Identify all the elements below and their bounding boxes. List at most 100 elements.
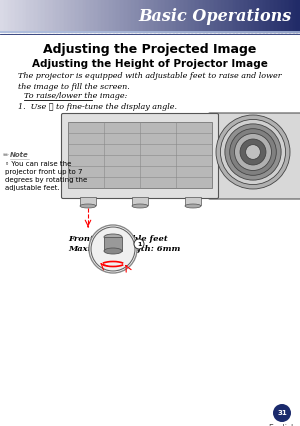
Bar [120,0,125,32]
Bar [289,0,293,32]
Text: 31: 31 [277,410,287,416]
Bar [281,0,286,32]
Bar [68,0,72,32]
Bar [285,0,290,32]
Bar [165,0,170,32]
Bar [101,0,106,32]
Bar [270,0,275,32]
Bar [79,0,83,32]
Text: 1: 1 [137,242,141,247]
Bar [11,0,16,32]
Bar [60,0,65,32]
Bar [98,0,102,32]
Bar [41,0,46,32]
Circle shape [225,124,281,180]
Bar [0,0,5,32]
Bar [248,0,252,32]
Bar [90,0,95,32]
Bar [158,0,162,32]
Bar [232,0,237,32]
Bar [94,0,98,32]
Bar [86,0,91,32]
Bar [236,0,241,32]
Bar [146,0,151,32]
Bar [206,0,211,32]
Circle shape [91,227,135,271]
Bar [229,0,233,32]
Circle shape [230,129,276,176]
Text: ✏: ✏ [3,152,9,158]
Bar [172,0,177,32]
Ellipse shape [185,204,201,208]
Bar [259,0,263,32]
Bar [19,0,23,32]
FancyBboxPatch shape [208,113,300,199]
Circle shape [134,239,144,249]
Bar [71,0,76,32]
Bar [169,0,173,32]
Ellipse shape [104,248,122,254]
Bar [266,0,271,32]
Bar [116,0,121,32]
Bar [52,0,57,32]
Bar [191,0,196,32]
Bar [225,0,230,32]
Bar [22,0,27,32]
Bar [180,0,185,32]
Bar [34,0,38,32]
Bar [195,0,200,32]
Bar [45,0,50,32]
Bar [218,0,222,32]
Circle shape [89,225,137,273]
Text: The projector is equipped with adjustable feet to raise and lower
the image to f: The projector is equipped with adjustabl… [18,72,282,91]
Bar [139,0,143,32]
Bar [109,0,113,32]
Bar [124,0,128,32]
Text: English: English [268,424,296,426]
Bar [199,0,203,32]
Bar [105,0,110,32]
Bar [274,0,278,32]
Bar [131,0,136,32]
Text: Adjusting the Projected Image: Adjusting the Projected Image [43,43,257,56]
Bar [278,0,282,32]
Bar [38,0,42,32]
Ellipse shape [132,204,148,208]
Ellipse shape [80,204,96,208]
Bar [244,0,248,32]
Circle shape [220,119,286,184]
Bar [292,0,297,32]
Bar [8,0,12,32]
Bar [4,0,8,32]
Circle shape [273,404,291,422]
Bar [128,0,132,32]
Bar [176,0,181,32]
Circle shape [216,115,290,189]
Bar [221,0,226,32]
Bar [56,0,61,32]
Bar [82,0,87,32]
Bar [255,0,260,32]
Text: 1.  Use ① to fine-tune the display angle.: 1. Use ① to fine-tune the display angle. [18,103,177,111]
Bar [185,197,201,205]
FancyBboxPatch shape [61,113,218,199]
Bar [75,0,80,32]
Text: Basic Operations: Basic Operations [139,8,292,25]
Bar [154,0,158,32]
Bar [30,0,35,32]
Bar [296,0,300,32]
Bar [112,0,117,32]
Bar [184,0,188,32]
Text: ◦ You can raise the
projector front up to 7
degrees by rotating the
adjustable f: ◦ You can raise the projector front up t… [5,161,87,191]
Text: Maximum Length: 6mm: Maximum Length: 6mm [68,245,180,253]
Circle shape [246,144,260,159]
Bar [188,0,192,32]
Bar [161,0,166,32]
Bar [80,197,96,205]
Bar [26,0,31,32]
Bar [142,0,147,32]
Bar [240,0,245,32]
Bar [214,0,218,32]
Bar [202,0,207,32]
Bar [68,122,212,188]
